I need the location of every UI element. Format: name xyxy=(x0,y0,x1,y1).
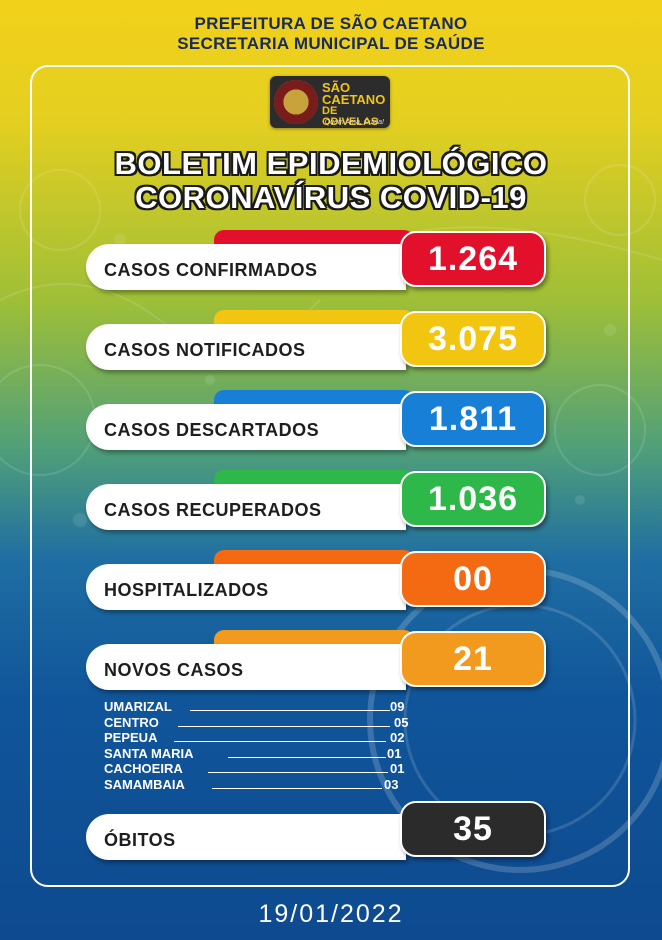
neighborhood-name: UMARIZAL xyxy=(104,699,172,714)
stat-label-pill xyxy=(86,644,406,690)
neighborhood-count: 05 xyxy=(394,714,409,730)
neighborhood-count: 09 xyxy=(390,699,405,714)
stat-label-pill xyxy=(86,324,406,370)
neighborhood-count: 02 xyxy=(390,730,405,745)
logo-line3: DE ODIVELAS xyxy=(322,105,379,128)
stat-value-box xyxy=(400,231,546,287)
city-logo: SÃO CAETANO DE ODIVELAS Quem Ama, Cuida! xyxy=(270,76,390,128)
stat-row-deaths: ÓBITOS 35 xyxy=(86,800,546,862)
stat-value: 1.036 xyxy=(427,480,519,518)
stat-value: 35 xyxy=(453,810,493,848)
stat-value: 1.264 xyxy=(427,240,519,278)
report-date: 19/01/2022 xyxy=(258,900,404,928)
content-frame xyxy=(30,65,630,887)
logo-line2: CAETANO xyxy=(322,92,386,107)
neighborhood-count: 03 xyxy=(384,776,399,792)
stat-label-pill xyxy=(86,564,406,610)
stat-value-box xyxy=(400,471,546,527)
stat-label: CASOS NOTIFICADOS xyxy=(104,340,306,360)
stat-label: CASOS CONFIRMADOS xyxy=(104,260,318,280)
neighborhood-name: SANTA MARIA xyxy=(104,745,194,761)
stat-row-hospitalized: HOSPITALIZADOS 00 xyxy=(86,550,546,612)
neighborhood-count: 01 xyxy=(387,745,402,761)
list-item: PEPEUA 02 xyxy=(104,730,424,746)
logo-line1: SÃO xyxy=(322,80,351,95)
stat-label-pill xyxy=(86,404,406,450)
list-item: SANTA MARIA 01 xyxy=(104,746,424,762)
leader-line xyxy=(228,756,386,758)
list-item: CACHOEIRA 01 xyxy=(104,761,424,777)
stat-value-box xyxy=(400,631,546,687)
stat-label: NOVOS CASOS xyxy=(104,660,244,680)
stat-label: HOSPITALIZADOS xyxy=(104,580,269,600)
stat-value: 3.075 xyxy=(427,320,519,358)
stat-value-box xyxy=(400,311,546,367)
stat-value-box xyxy=(400,391,546,447)
stat-value: 21 xyxy=(453,640,493,678)
stat-label: ÓBITOS xyxy=(104,830,176,850)
header-line2: SECRETARIA MUNICIPAL DE SAÚDE xyxy=(177,34,485,53)
stat-label: CASOS DESCARTADOS xyxy=(104,420,320,440)
leader-line xyxy=(178,725,390,727)
leader-line xyxy=(174,741,386,742)
header-line1: PREFEITURA DE SÃO CAETANO xyxy=(194,14,468,33)
neighborhood-name: SAMAMBAIA xyxy=(104,776,185,792)
stat-value: 1.811 xyxy=(428,400,518,438)
list-item: SAMAMBAIA 03 xyxy=(104,777,424,793)
leader-line xyxy=(212,787,382,789)
stat-value-box xyxy=(400,551,546,607)
stat-row-discarded: CASOS DESCARTADOS 1.811 xyxy=(86,390,546,452)
leader-line xyxy=(208,772,388,773)
stat-row-notified: CASOS NOTIFICADOS 3.075 xyxy=(86,310,546,372)
header: PREFEITURA DE SÃO CAETANO SECRETARIA MUN… xyxy=(0,14,662,54)
stat-row-new-cases: NOVOS CASOS 21 xyxy=(86,630,546,692)
neighborhood-count: 01 xyxy=(390,761,405,776)
list-item: CENTRO 05 xyxy=(104,715,424,731)
stat-row-confirmed: CASOS CONFIRMADOS 1.264 xyxy=(86,230,546,292)
stat-label-pill xyxy=(86,484,406,530)
coat-of-arms-icon xyxy=(274,80,318,124)
stat-label-pill xyxy=(86,814,406,860)
neighborhood-name: CENTRO xyxy=(104,714,159,730)
stat-row-recovered: CASOS RECUPERADOS 1.036 xyxy=(86,470,546,532)
neighborhood-list: UMARIZAL 09 CENTRO 05 PEPEUA 02 SANTA MA… xyxy=(104,699,424,792)
stat-value-box xyxy=(400,801,546,857)
neighborhood-name: CACHOEIRA xyxy=(104,761,183,776)
neighborhood-name: PEPEUA xyxy=(104,730,158,745)
logo-slogan: Quem Ama, Cuida! xyxy=(324,119,384,126)
title-line2: CORONAVÍRUS COVID-19 xyxy=(135,180,527,215)
list-item: UMARIZAL 09 xyxy=(104,699,424,715)
title-line1: BOLETIM EPIDEMIOLÓGICO xyxy=(114,146,548,181)
leader-line xyxy=(190,710,390,711)
stat-label-pill xyxy=(86,244,406,290)
stat-label: CASOS RECUPERADOS xyxy=(104,500,322,520)
stat-value: 00 xyxy=(453,560,493,598)
